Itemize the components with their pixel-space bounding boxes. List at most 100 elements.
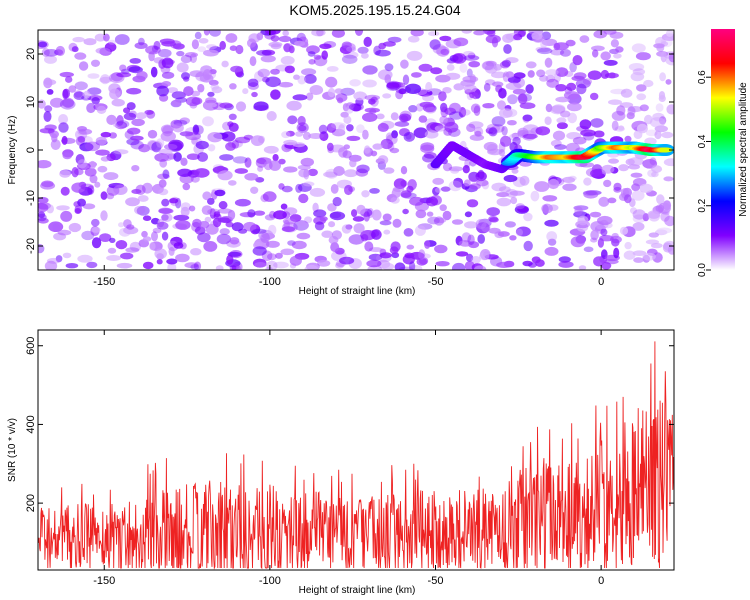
noise-cell [151,231,158,242]
noise-cell [326,66,339,72]
noise-cell [284,65,295,74]
noise-cell [50,97,64,108]
noise-cell [482,61,495,70]
noise-cell [632,209,646,220]
noise-cell [160,131,176,142]
noise-cell [172,123,184,133]
noise-cell [313,209,327,218]
noise-cell [556,117,567,124]
noise-cell [435,261,450,267]
noise-cell [630,72,645,82]
noise-cell [580,129,596,137]
y-tick-label: 200 [25,494,37,512]
noise-cell [426,211,434,217]
noise-cell [281,226,295,233]
noise-cell [333,166,345,176]
noise-cell [100,131,112,138]
noise-cell [572,136,587,145]
noise-cell [546,78,559,88]
noise-cell [193,124,204,135]
noise-cell [522,260,533,267]
noise-cell [161,57,174,69]
noise-cell [151,142,162,153]
noise-cell [91,218,100,227]
noise-cell [549,105,566,115]
noise-cell [46,257,61,264]
noise-cell [50,139,61,151]
noise-cell [242,88,249,95]
noise-cell [442,162,453,172]
noise-cell [77,159,88,169]
noise-cell [410,30,424,37]
noise-cell [185,132,202,141]
noise-cell [228,122,239,132]
noise-cell [362,65,378,75]
noise-cell [264,30,281,35]
noise-cell [253,210,266,216]
noise-cell [154,248,167,259]
noise-cell [578,265,587,270]
noise-cell [486,207,501,217]
noise-cell [501,59,512,67]
noise-cell [361,190,370,198]
noise-cell [235,136,251,144]
noise-cell [464,211,472,218]
noise-cell [309,85,324,95]
noise-cell [156,85,169,97]
noise-cell [406,50,423,61]
noise-cell [620,88,633,98]
noise-cell [434,244,448,254]
noise-cell [169,198,179,204]
noise-cell [635,52,651,61]
noise-cell [660,211,670,222]
noise-cell [225,221,234,228]
noise-cell [407,35,420,43]
noise-cell [38,41,48,48]
noise-cell [141,230,148,238]
noise-cell [103,33,110,42]
noise-cell [180,206,190,217]
noise-cell [469,183,481,190]
noise-cell [382,213,392,222]
noise-cell [130,140,144,150]
noise-cell [94,33,107,42]
noise-cell [463,84,477,93]
noise-cell [256,49,272,56]
noise-cell [313,54,322,60]
noise-cell [218,201,228,210]
noise-cell [513,33,523,41]
noise-cell [482,103,495,109]
noise-cell [632,222,645,231]
noise-cell [497,100,506,110]
noise-cell [577,215,589,226]
noise-cell [626,112,635,120]
x-axis-label: Height of straight line (km) [299,585,416,596]
noise-cell [229,45,238,51]
noise-cell [545,74,556,83]
noise-cell [590,169,603,178]
noise-cell [60,186,70,196]
noise-cell [655,103,664,112]
noise-cell [161,81,172,87]
noise-cell [78,128,93,135]
noise-cell [363,36,372,48]
noise-cell [552,130,566,141]
signal-core-cell [658,147,673,153]
noise-cell [329,211,346,221]
noise-cell [162,169,170,179]
noise-cell [226,254,234,265]
noise-cell [377,122,389,132]
noise-cell [298,168,310,178]
noise-cell [228,113,237,121]
noise-cell [304,264,319,270]
noise-cell [186,153,200,160]
noise-cell [656,227,672,234]
noise-cell [645,129,658,137]
noise-cell [597,238,605,248]
x-tick-label: -100 [259,276,281,288]
noise-cell [197,232,211,243]
noise-cell [219,154,234,161]
noise-cell [206,44,218,50]
noise-cell [604,72,619,79]
noise-cell [453,37,469,47]
